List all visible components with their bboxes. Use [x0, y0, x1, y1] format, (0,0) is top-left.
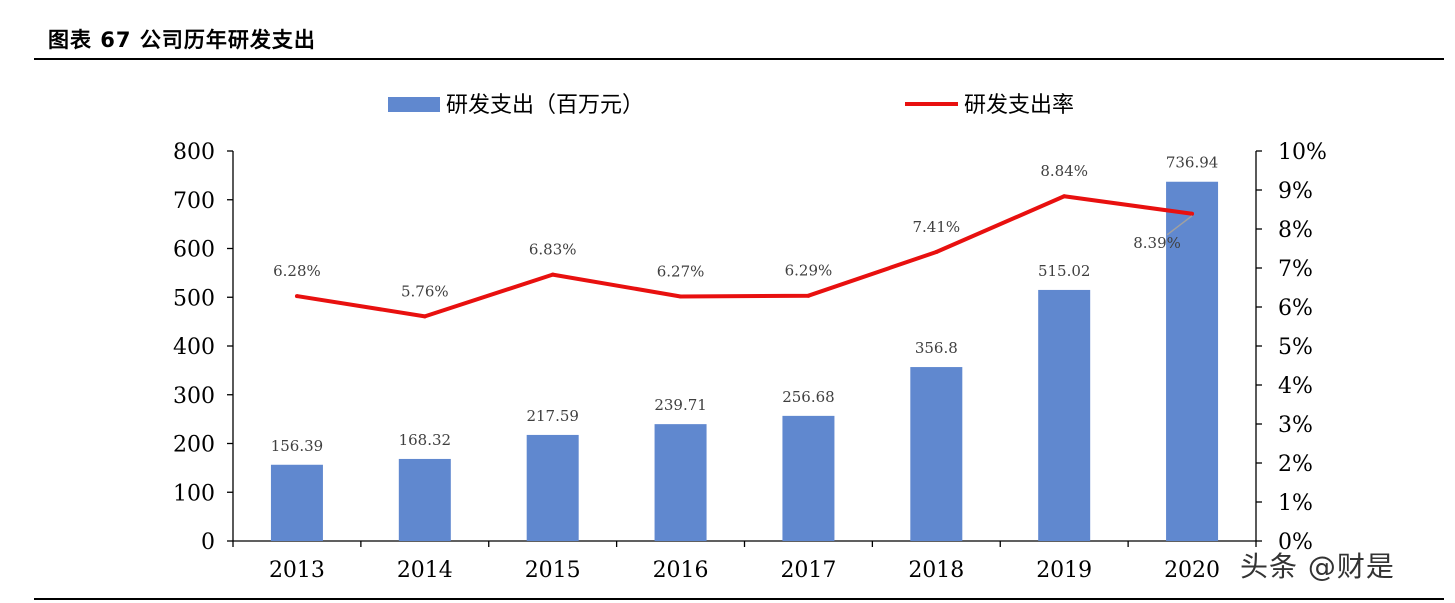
- bar-value-label: 736.94: [1166, 154, 1219, 172]
- right-axis-tick-label: 4%: [1278, 374, 1313, 399]
- bar: [398, 458, 451, 541]
- rate-value-label: 6.27%: [657, 262, 705, 280]
- left-axis-tick-label: 600: [173, 238, 215, 263]
- rate-point: [294, 294, 299, 299]
- bar: [910, 367, 963, 541]
- right-axis-tick-label: 5%: [1278, 335, 1313, 360]
- bar-series: [270, 181, 1219, 541]
- rate-value-label: 6.28%: [273, 262, 321, 280]
- right-axis-tick-label: 6%: [1278, 296, 1313, 321]
- rate-value-label: 8.84%: [1040, 162, 1088, 180]
- bar: [782, 415, 835, 541]
- right-axis-tick-label: 7%: [1278, 257, 1313, 282]
- x-axis-tick-label: 2014: [397, 558, 453, 583]
- right-axis-tick-label: 8%: [1278, 218, 1313, 243]
- data-labels: 156.39 168.32 217.59 239.71 256.68 356.8 515.0…: [271, 154, 1219, 455]
- x-axis-tick-label: 2016: [653, 558, 709, 583]
- bar-value-label: 515.02: [1038, 262, 1091, 280]
- rate-value-label: 8.39%: [1133, 234, 1181, 252]
- left-axis-tick-label: 300: [173, 384, 215, 409]
- rate-line: [296, 194, 1193, 319]
- bar-value-label: 156.39: [271, 437, 324, 455]
- left-axis-tick-label: 200: [173, 433, 215, 458]
- rate-point: [934, 250, 939, 255]
- rate-point: [678, 294, 683, 299]
- right-axis-tick-label: 2%: [1278, 452, 1313, 477]
- right-axis-tick-label: 9%: [1278, 179, 1313, 204]
- legend-bar-swatch: [388, 97, 440, 112]
- bottom-rule: [34, 598, 1444, 600]
- rate-point: [550, 272, 555, 277]
- rate-value-label: 6.29%: [785, 262, 833, 280]
- bar: [654, 424, 707, 541]
- x-axis-tick-label: 2019: [1036, 558, 1092, 583]
- chart-legend: 研发支出（百万元） 研发支出率: [388, 93, 1074, 118]
- top-rule: [34, 58, 1444, 60]
- bar: [526, 434, 579, 541]
- bar: [1166, 181, 1219, 541]
- x-axis-tick-label: 2013: [269, 558, 325, 583]
- left-axis-tick-label: 0: [201, 530, 215, 555]
- rate-point: [1190, 211, 1195, 216]
- rate-point: [1062, 194, 1067, 199]
- bar-value-label: 217.59: [526, 407, 579, 425]
- bar: [270, 464, 323, 541]
- right-axis-tick-label: 0%: [1278, 530, 1313, 555]
- bar-value-label: 239.71: [654, 396, 707, 414]
- left-axis-tick-label: 400: [173, 335, 215, 360]
- left-axis-tick-label: 700: [173, 189, 215, 214]
- bar: [1038, 289, 1091, 541]
- bar-value-label: 168.32: [399, 431, 452, 449]
- bar-value-label: 256.68: [782, 388, 835, 406]
- chart-axes: 0 100 200 300 400 500 600 700 800 0% 1% 2% 3% 4% 5% 6% 7…: [173, 140, 1327, 583]
- left-axis-tick-label: 500: [173, 286, 215, 311]
- legend-line-label: 研发支出率: [964, 93, 1074, 118]
- rate-value-label: 5.76%: [401, 282, 449, 300]
- rate-value-label: 7.41%: [912, 218, 960, 236]
- watermark-text: 头条 @财是: [1240, 550, 1395, 583]
- bar-value-label: 356.8: [915, 339, 958, 357]
- right-axis-tick-label: 3%: [1278, 413, 1313, 438]
- rate-point: [806, 293, 811, 298]
- x-axis-tick-label: 2017: [780, 558, 836, 583]
- x-axis-tick-label: 2020: [1164, 558, 1220, 583]
- figure-title: 图表 67 公司历年研发支出: [48, 28, 316, 52]
- line-series: [294, 194, 1195, 319]
- left-axis-tick-label: 100: [173, 481, 215, 506]
- right-axis-tick-label: 10%: [1278, 140, 1327, 165]
- legend-bar-label: 研发支出（百万元）: [446, 93, 644, 118]
- right-axis-tick-label: 1%: [1278, 491, 1313, 516]
- left-axis-tick-label: 800: [173, 140, 215, 165]
- x-axis-tick-label: 2018: [908, 558, 964, 583]
- rate-label-leader: [1166, 215, 1193, 236]
- rate-value-label: 6.83%: [529, 241, 577, 259]
- rate-point: [422, 314, 427, 319]
- x-axis-tick-label: 2015: [525, 558, 581, 583]
